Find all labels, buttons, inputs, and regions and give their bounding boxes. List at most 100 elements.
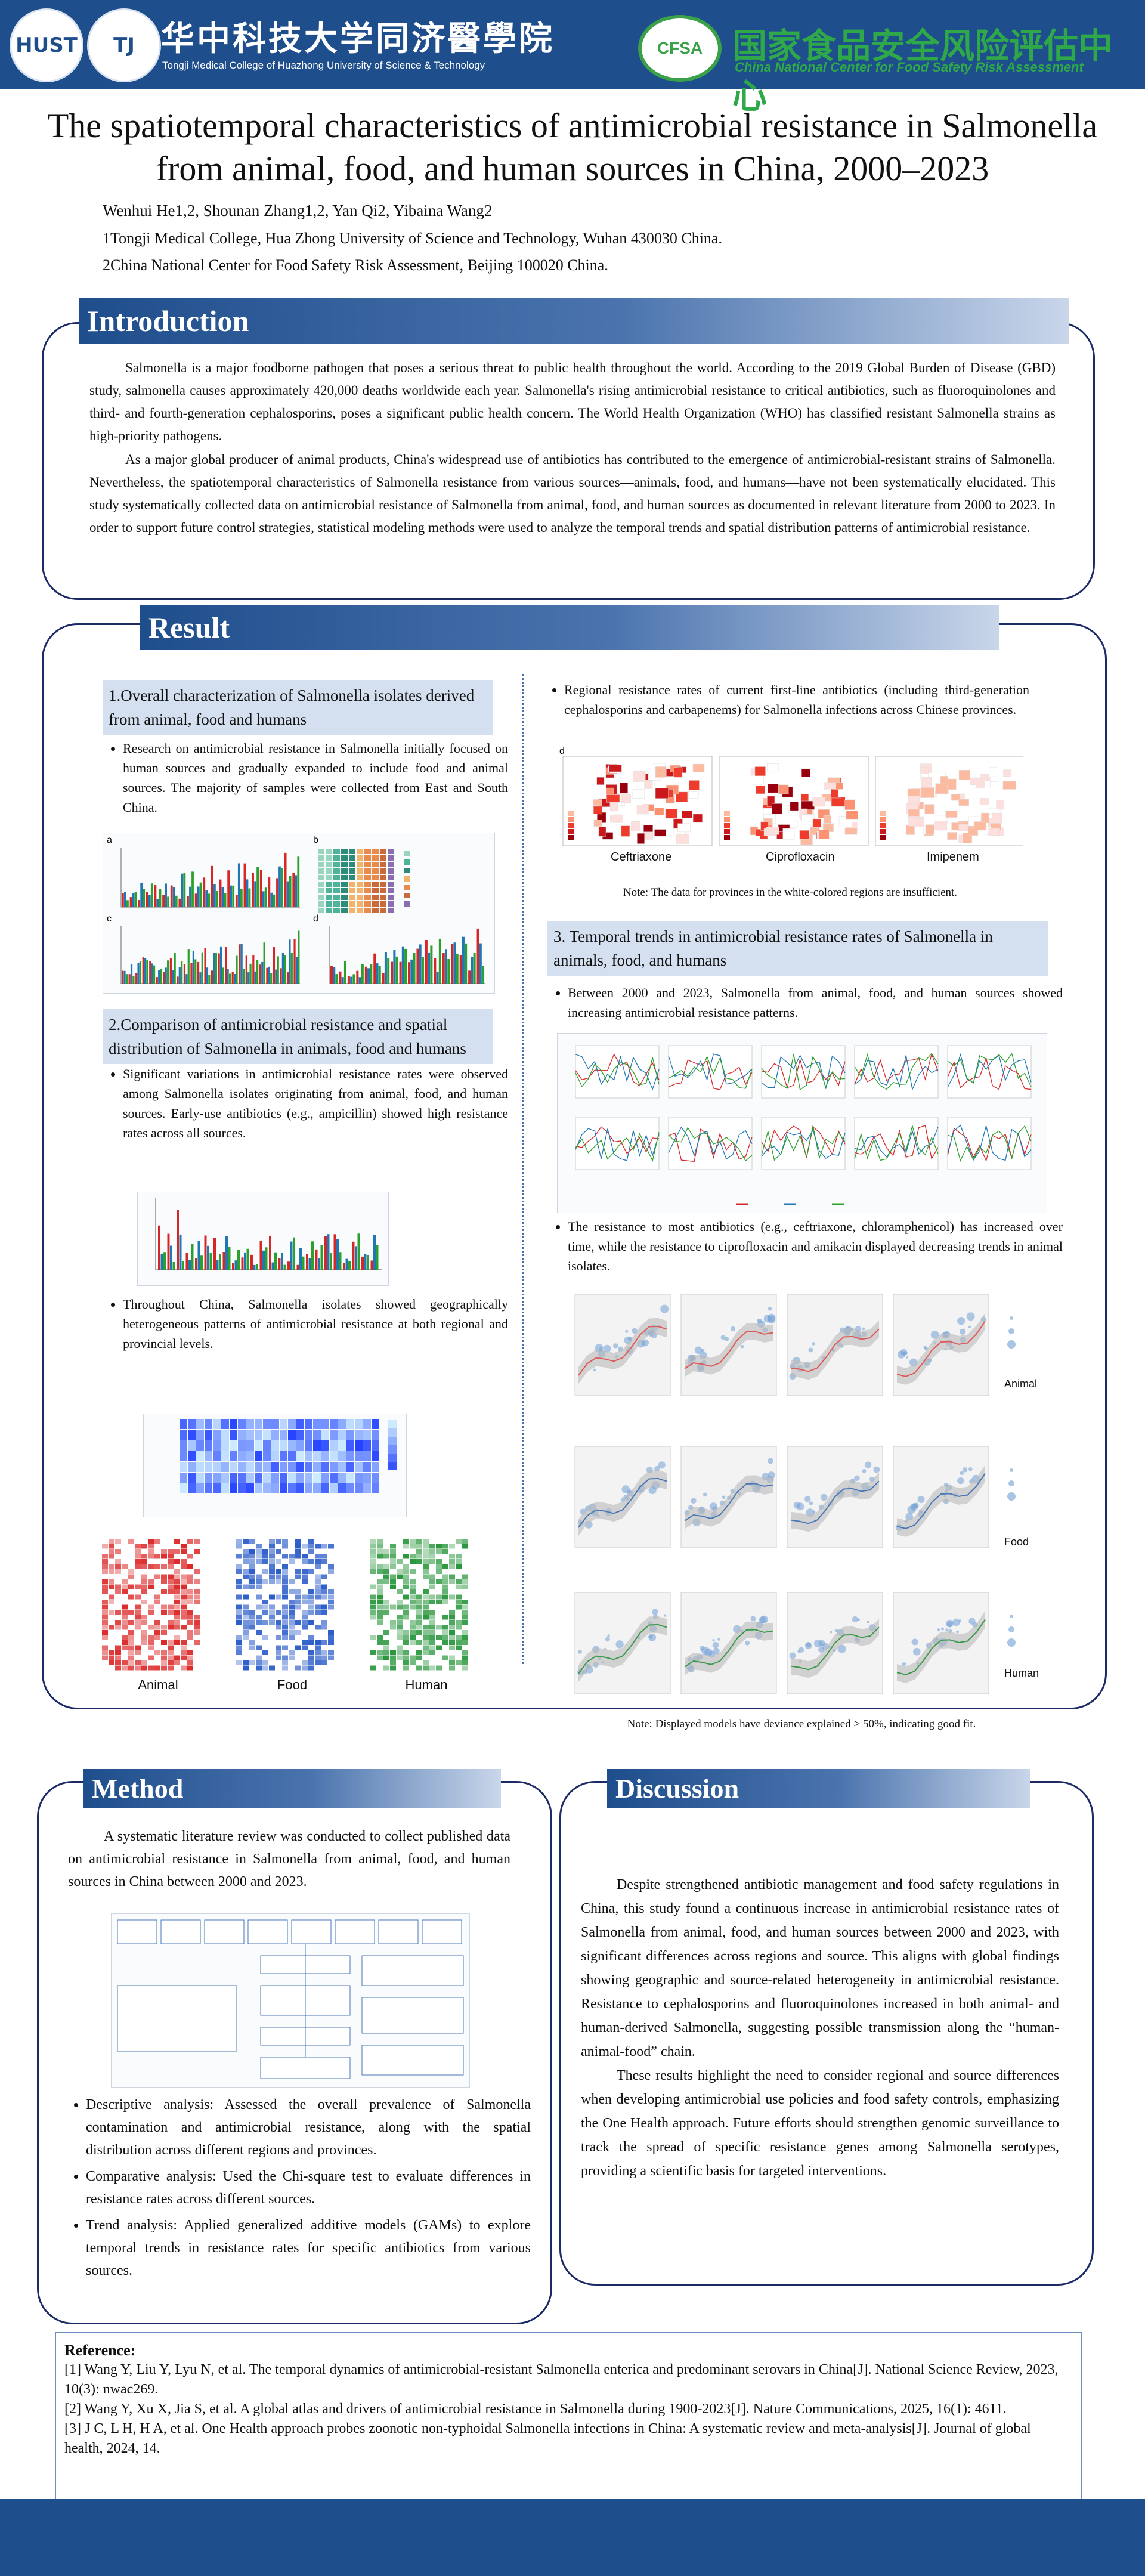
province-heatmap-cell (128, 1665, 134, 1671)
publication-bar (289, 876, 292, 907)
sampling-bar (132, 976, 135, 984)
province-heatmap-cell (174, 1615, 180, 1620)
publication-bar (213, 884, 216, 907)
province-heatmap-cell (161, 1645, 167, 1650)
province-heatmap-cell (302, 1645, 308, 1650)
province-heatmap-cell (383, 1569, 389, 1574)
province-heatmap-cell (436, 1604, 442, 1610)
map-frame (562, 756, 713, 846)
sampling-bar (163, 972, 165, 984)
province-heatmap-cell (436, 1635, 442, 1640)
heatmap-legend-swatch (388, 1445, 397, 1454)
province-heatmap-cell (181, 1594, 187, 1600)
antibiotic-bar (425, 939, 428, 984)
province-heatmap-cell (410, 1564, 416, 1569)
province-heatmap-cell (243, 1544, 249, 1549)
heatmap-cell (246, 1462, 254, 1472)
sampling-bar (137, 963, 140, 984)
province-heatmap-cell (256, 1564, 262, 1569)
gam-point (701, 1647, 710, 1655)
antibiotic-bar (434, 958, 437, 984)
province-heatmap-cell (456, 1549, 462, 1554)
province-heatmap-cell (262, 1655, 268, 1660)
province-heatmap-cell (194, 1604, 200, 1610)
sampling-bar (153, 965, 156, 984)
province-heatmap-cell (135, 1539, 141, 1544)
province-heatmap-cell (410, 1600, 416, 1604)
heatmap-cell (313, 1451, 321, 1461)
waffle-cell (349, 862, 355, 867)
province-heatmap-cell (243, 1559, 249, 1564)
waffle-cell (326, 901, 332, 907)
sampling-bar (206, 967, 209, 984)
province-heatmap-cell (462, 1539, 468, 1544)
heatmap-cell (213, 1419, 221, 1429)
province-heatmap-cell (282, 1630, 288, 1635)
waffle-cell (333, 882, 340, 887)
publication-bar (219, 879, 222, 907)
province-heatmap-cell (148, 1645, 154, 1650)
waffle-cell (326, 855, 332, 861)
resistance-bar (315, 1249, 318, 1270)
map-label-imipenem: Imipenem (927, 851, 979, 864)
sampling-bar (194, 959, 197, 984)
method-bullet-comparative: Comparative analysis: Used the Chi-squar… (86, 2165, 531, 2210)
heatmap-cell (346, 1430, 354, 1440)
province-heatmap-cell (249, 1549, 255, 1554)
heatmap-cell (205, 1430, 212, 1440)
province-heatmap-cell (102, 1630, 108, 1635)
trend-line (668, 1126, 753, 1160)
province-heatmap-cell (442, 1539, 448, 1544)
heatmap-cell (288, 1483, 296, 1493)
province-heatmap-cell (276, 1574, 281, 1579)
province-heatmap-cell (174, 1625, 180, 1630)
province-heatmap-cell (390, 1584, 396, 1589)
province-heatmap-cell (161, 1559, 167, 1564)
province-heatmap-cell (269, 1615, 275, 1620)
gam-point (691, 1498, 697, 1504)
figure-2d-province-maps: d Ceftriaxone Ciprofloxacin Imipenem (557, 746, 1025, 878)
province-heatmap-cell (168, 1645, 174, 1650)
province-heatmap-cell (168, 1584, 174, 1589)
province-heatmap-cell (135, 1665, 141, 1671)
province-heatmap-cell (181, 1660, 187, 1665)
province-heatmap-cell (243, 1615, 249, 1620)
province-heatmap-cell (174, 1584, 180, 1589)
province-heatmap-cell (456, 1574, 462, 1579)
map-label-ciprofloxacin: Ciprofloxacin (766, 851, 835, 864)
waffle-cell (349, 908, 355, 913)
province-heatmap-cell (370, 1569, 376, 1574)
heatmap-cell (221, 1462, 229, 1472)
waffle-cell (388, 901, 394, 907)
heatmap-cell (288, 1451, 296, 1461)
heatmap-cell (305, 1462, 312, 1472)
province-heatmap-cell (315, 1554, 321, 1559)
gam-point (813, 1639, 822, 1648)
province-heatmap-cell (141, 1635, 147, 1640)
gam-point (830, 1631, 833, 1634)
province-heatmap-cell (289, 1640, 295, 1645)
province-heatmap-cell (429, 1584, 435, 1589)
gam-point (930, 1331, 939, 1339)
province-heatmap-cell (449, 1579, 455, 1584)
province-heatmap-cell (161, 1564, 167, 1569)
province-heatmap-cell (302, 1549, 308, 1554)
waffle-cell (349, 882, 355, 887)
province-heatmap-cell (423, 1574, 429, 1579)
publication-bar (148, 895, 151, 907)
province-heatmap-cell (315, 1640, 321, 1645)
resistance-bar (163, 1252, 166, 1270)
waffle-cell (357, 862, 363, 867)
sampling-bar (249, 963, 252, 984)
publication-bar (256, 867, 259, 907)
antibiotic-bar (364, 966, 367, 984)
resistance-bar (167, 1233, 170, 1270)
province-heatmap-cell (423, 1564, 429, 1569)
resistance-bar (228, 1247, 231, 1270)
province-heatmap-cell (109, 1620, 114, 1625)
province-heatmap-cell (377, 1539, 383, 1544)
resistance-bar (246, 1248, 249, 1270)
resistance-bar (311, 1241, 314, 1270)
province-heatmap-cell (135, 1635, 141, 1640)
heatmap-cell (280, 1451, 287, 1461)
